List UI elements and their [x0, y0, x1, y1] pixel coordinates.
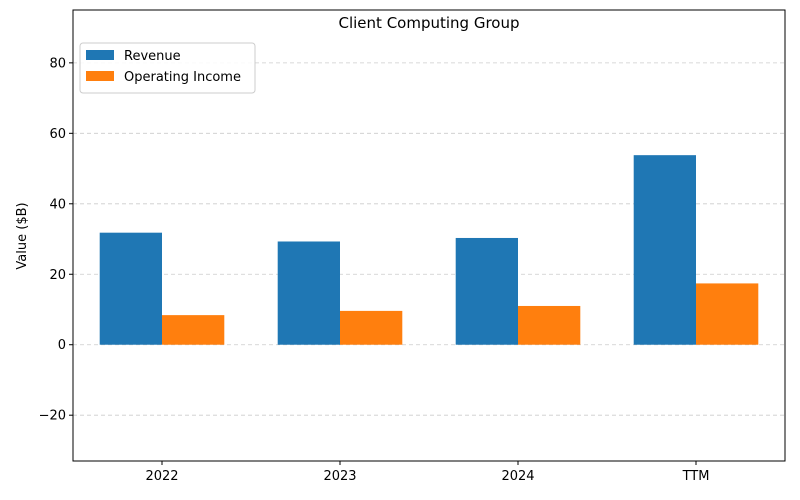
y-axis-label: Value ($B): [15, 202, 30, 269]
bar-revenue: [99, 232, 162, 345]
y-tick-label: 20: [49, 268, 66, 283]
bar-revenue: [455, 237, 518, 345]
y-axis: −20 0 20 40 60 80: [39, 56, 73, 424]
x-axis: 2022 2023 2024 TTM: [145, 461, 709, 484]
legend: Revenue Operating Income: [79, 42, 256, 94]
x-tick-label: TTM: [682, 469, 710, 484]
y-tick-label: 60: [49, 127, 66, 142]
bars: [99, 155, 759, 345]
y-tick-label: 40: [49, 197, 66, 212]
legend-box: [79, 42, 256, 94]
legend-swatch: [86, 50, 114, 60]
bar-operating-income: [696, 283, 759, 345]
bar-operating-income: [518, 305, 581, 345]
legend-label: Operating Income: [124, 70, 241, 85]
legend-swatch: [86, 71, 114, 81]
x-tick-label: 2022: [145, 469, 178, 484]
x-tick-label: 2023: [323, 469, 356, 484]
bar-revenue: [277, 241, 340, 345]
plot-frame: [72, 9, 786, 462]
x-tick-label: 2024: [501, 469, 534, 484]
bar-operating-income: [340, 310, 403, 345]
chart-title: Client Computing Group: [339, 14, 520, 32]
y-tick-label: −20: [39, 409, 66, 424]
bar-revenue: [633, 155, 696, 345]
bar-operating-income: [162, 315, 225, 345]
y-tick-label: 0: [58, 338, 66, 353]
legend-label: Revenue: [124, 49, 181, 64]
y-tick-label: 80: [49, 56, 66, 71]
